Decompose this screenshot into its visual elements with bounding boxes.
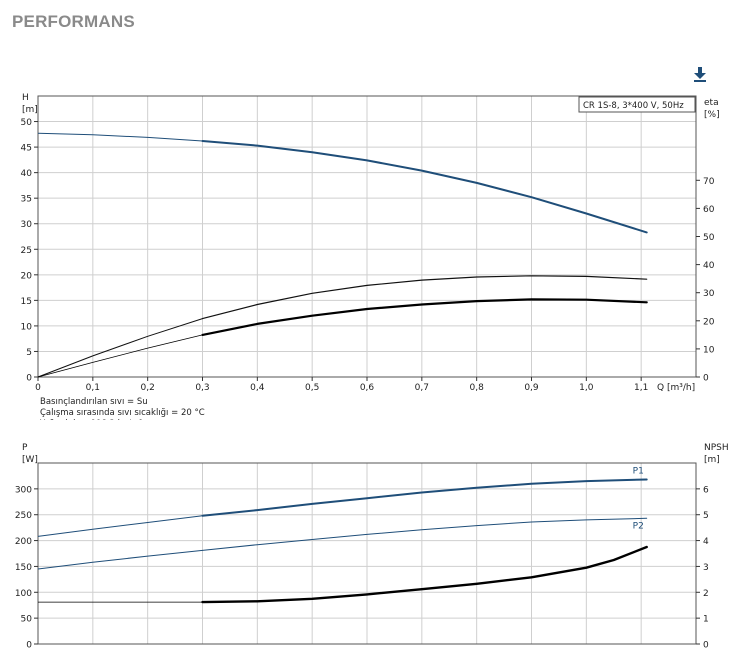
- y-tick-label-left: 200: [15, 537, 32, 547]
- y-tick-label-left: 45: [21, 144, 32, 154]
- y-tick-label-left: 0: [26, 641, 32, 651]
- p1-curve-thin: [37, 515, 203, 537]
- y-axis-label-left: H: [22, 93, 29, 103]
- y-tick-label-right: 20: [703, 317, 715, 327]
- p1-curve: [201, 478, 648, 517]
- x-tick-label: 0,7: [415, 383, 429, 393]
- y-tick-label-left: 35: [21, 195, 32, 205]
- x-tick-label: 0,8: [470, 383, 485, 393]
- y-axis-label-left: [m]: [22, 105, 38, 115]
- x-axis-label: Q [m³/h]: [657, 383, 695, 393]
- x-tick-label: 1,1: [634, 383, 648, 393]
- performance-head-efficiency-chart: 0 5 10 15 20 25 30 35 40 45 50 0 10 20 30 40 50 60 70 H [m] e…: [21, 93, 720, 420]
- y-tick-label-left: 5: [26, 348, 32, 358]
- y-tick-label-right: 30: [703, 289, 715, 299]
- page-title: PERFORMANS: [12, 12, 135, 31]
- y-tick-label-right: 60: [703, 205, 715, 215]
- y-tick-label-right: 40: [703, 261, 715, 271]
- y-axis-label-right: [%]: [704, 110, 720, 120]
- plot-frame: [37, 462, 697, 645]
- y-tick-label-right: 2: [703, 589, 709, 599]
- x-tick-label: 0,5: [305, 383, 319, 393]
- series-2-curve: [201, 545, 648, 604]
- y-tick-label-right: 0: [703, 641, 709, 651]
- y-tick-label-right: 5: [703, 511, 709, 521]
- series-1-curve: [201, 275, 648, 320]
- p2-curve: [202, 517, 648, 551]
- x-tick-label: 0,9: [524, 383, 539, 393]
- series-2-curve-thin: [37, 334, 203, 378]
- y-axis-label-left: P: [22, 443, 28, 453]
- x-tick-label: 0: [35, 383, 41, 393]
- y-tick-label-right: 70: [703, 177, 715, 187]
- x-tick-label: 1,0: [579, 383, 594, 393]
- y-tick-label-right: 4: [703, 537, 709, 547]
- y-tick-label-left: 300: [15, 485, 32, 495]
- y-axis-label-right: NPSH: [704, 443, 729, 453]
- series-1-curve-thin: [37, 318, 203, 378]
- p2-label: P2: [633, 521, 644, 531]
- y-tick-label-right: 1: [703, 615, 709, 625]
- x-tick-label: 0,2: [141, 383, 155, 393]
- p2-curve-thin: [37, 549, 203, 570]
- fluid-note: Çalışma sırasında sıvı sıcaklığı = 20 °C: [40, 408, 205, 418]
- x-tick-label: 0,3: [195, 383, 209, 393]
- y-tick-label-right: 10: [703, 345, 715, 355]
- x-tick-label: 0,1: [86, 383, 100, 393]
- y-tick-label-left: 10: [21, 322, 33, 332]
- x-tick-label: 0,6: [360, 383, 375, 393]
- legend-label: CR 1S-8, 3*400 V, 50Hz: [583, 101, 684, 111]
- y-axis-label-right: eta: [704, 98, 719, 108]
- y-tick-label-right: 6: [703, 485, 709, 495]
- y-tick-label-left: 250: [15, 511, 32, 521]
- series-0-curve-thin: [37, 132, 203, 142]
- y-tick-label-left: 100: [15, 589, 32, 599]
- y-axis-label-left: [W]: [22, 455, 38, 465]
- fluid-note: Yoğunluk = 998.2 kg/m³: [39, 419, 143, 420]
- y-tick-label-left: 30: [21, 220, 33, 230]
- y-tick-label-left: 20: [21, 271, 33, 281]
- series-2-curve: [201, 298, 648, 336]
- x-tick-label: 0,4: [250, 383, 265, 393]
- series-0-curve: [201, 140, 648, 234]
- y-tick-label-left: 25: [21, 246, 32, 256]
- y-tick-label-left: 50: [21, 615, 33, 625]
- y-axis-label-right: [m]: [704, 455, 720, 465]
- fluid-note: Basınçlandırılan sıvı = Su: [40, 397, 148, 407]
- y-tick-label-left: 150: [15, 563, 32, 573]
- y-tick-label-left: 15: [21, 297, 32, 307]
- y-tick-label-right: 0: [703, 374, 709, 384]
- legend-box: [578, 96, 696, 113]
- y-tick-label-left: 50: [21, 118, 33, 128]
- y-tick-label-right: 50: [703, 233, 715, 243]
- y-tick-label-left: 0: [26, 374, 32, 384]
- p1-label: P1: [633, 467, 644, 477]
- download-icon[interactable]: [690, 66, 710, 84]
- y-tick-label-right: 3: [703, 563, 709, 573]
- y-tick-label-left: 40: [21, 169, 33, 179]
